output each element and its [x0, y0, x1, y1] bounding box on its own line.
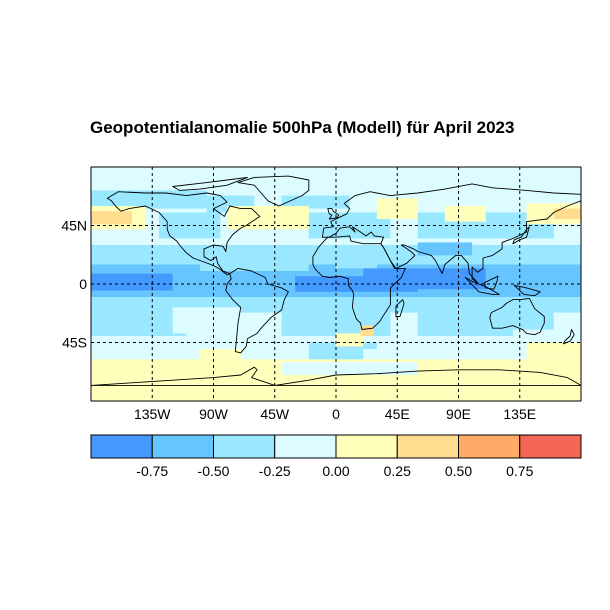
coast-africa	[312, 235, 406, 330]
coast-uk	[327, 208, 340, 220]
colorbar-swatch	[274, 434, 337, 459]
graticule	[91, 167, 581, 401]
anomaly-cell	[553, 208, 581, 219]
colorbar-label: -0.50	[198, 463, 230, 479]
lon-tick-label: 45W	[260, 406, 290, 422]
anomaly-cell	[526, 342, 581, 360]
colorbar-label: 0.25	[384, 463, 411, 479]
colorbar-label: -0.25	[259, 463, 291, 479]
colorbar-swatch	[458, 434, 521, 459]
coast-south-america	[225, 267, 289, 354]
anomaly-cell	[444, 206, 486, 222]
coast-australia	[489, 297, 545, 336]
coast-madagascar	[395, 299, 405, 317]
colorbar-swatch	[335, 434, 398, 459]
coast-greenland	[237, 175, 310, 207]
colorbar-swatch	[213, 434, 276, 459]
colorbar-swatch	[151, 434, 214, 459]
lat-tick-label: 45S	[62, 335, 87, 351]
anomaly-cell	[281, 362, 418, 375]
colorbar-label: 0.50	[445, 463, 472, 479]
anomaly-cell	[363, 349, 459, 360]
lon-tick-label: 135E	[503, 406, 536, 422]
colorbar-label: 0.00	[322, 463, 349, 479]
anomaly-cell	[91, 211, 132, 225]
colorbar-swatch	[90, 434, 153, 459]
map-title: Geopotentialanomalie 500hPa (Modell) für…	[90, 118, 515, 137]
anomaly-cell	[172, 307, 241, 334]
coast-new-zealand	[562, 329, 575, 345]
coast-japan	[512, 226, 530, 245]
anomaly-cell	[336, 333, 364, 347]
anomaly-cell	[512, 307, 554, 330]
colorbar: -0.75 -0.50 -0.25 0.00 0.25 0.50 0.75	[90, 434, 582, 479]
colorbar-swatch	[396, 434, 459, 459]
anomaly-cell	[91, 273, 173, 291]
colorbar-label: 0.75	[506, 463, 533, 479]
lat-tick-label: 0	[79, 276, 87, 292]
anomaly-cell	[227, 206, 309, 230]
coast-new-guinea	[513, 284, 541, 297]
coast-arctic-islands	[172, 176, 248, 191]
anomaly-cell	[417, 312, 513, 336]
lon-tick-label: 135W	[134, 406, 171, 422]
coast-north-america	[106, 191, 261, 276]
colorbar-swatch	[519, 434, 582, 459]
map-frame	[90, 166, 582, 402]
anomaly-cell	[281, 195, 350, 209]
anomaly-cell	[91, 167, 581, 191]
lon-tick-label: 90W	[199, 406, 229, 422]
anomaly-cell	[336, 245, 377, 269]
coast-borneo	[483, 275, 499, 290]
lon-tick-label: 45E	[385, 406, 410, 422]
longitude-tick-labels: 135W 90W 45W 0 45E 90E 135E	[134, 406, 536, 422]
anomaly-cell	[199, 245, 309, 271]
anomaly-cell	[360, 325, 375, 336]
anomaly-cell	[199, 349, 241, 360]
coast-indonesia	[464, 277, 500, 295]
anomaly-cell	[376, 198, 418, 219]
coast-eurasia	[321, 183, 581, 284]
lon-tick-label: 90E	[446, 406, 471, 422]
lat-tick-label: 45N	[61, 218, 87, 234]
latitude-tick-labels: 45N 0 45S	[61, 218, 87, 351]
lon-tick-label: 0	[332, 406, 340, 422]
colorbar-label: -0.75	[136, 463, 168, 479]
